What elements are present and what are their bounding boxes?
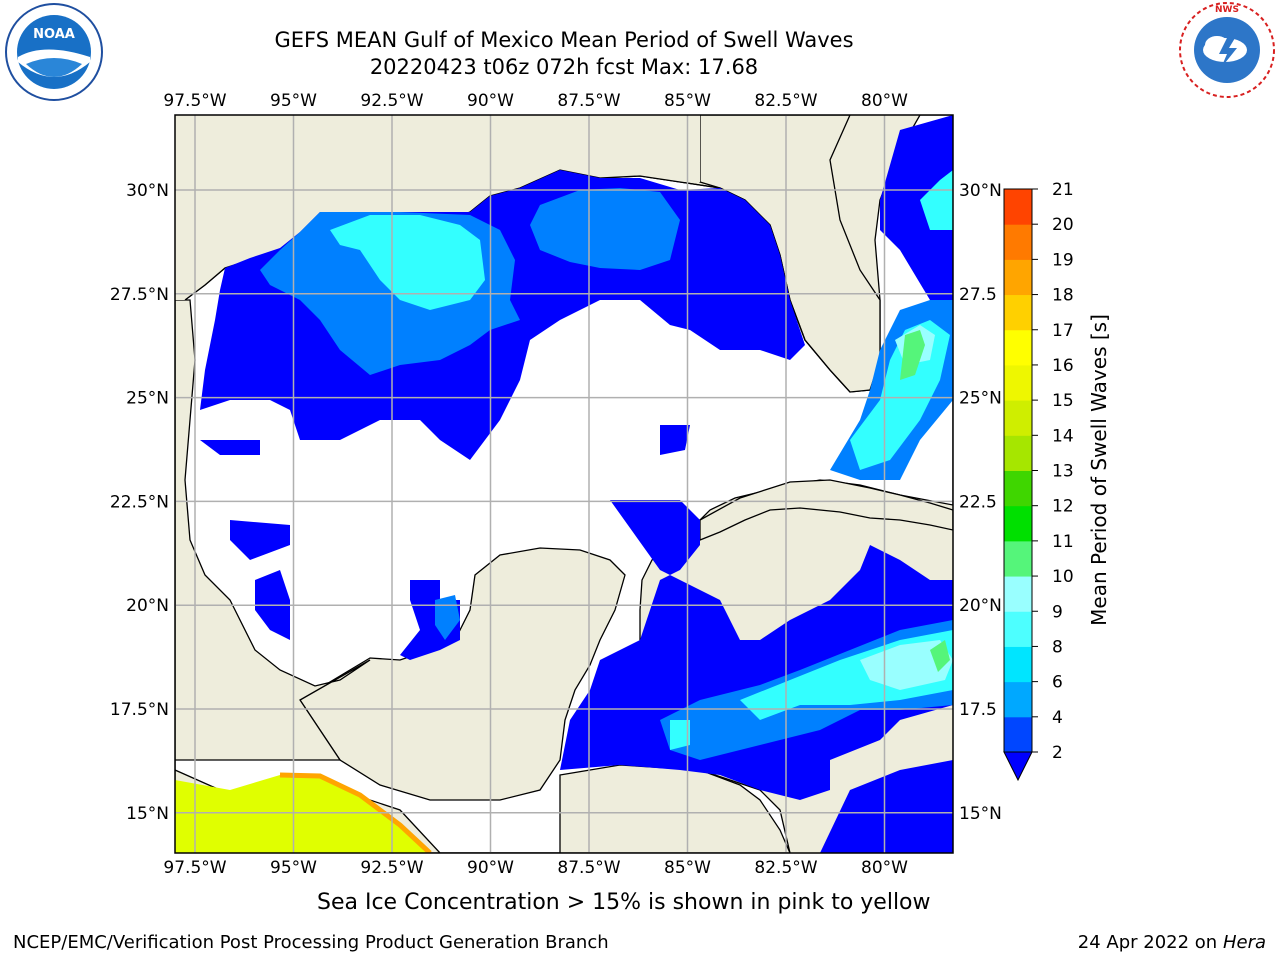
- lat-label-right: 30°N: [959, 181, 1002, 201]
- svg-text:NOAA: NOAA: [33, 27, 75, 42]
- noaa-logo: NOAA: [5, 3, 103, 101]
- mexico-land: [175, 299, 371, 761]
- lon-label-bottom: 87.5°W: [557, 858, 620, 878]
- colorbar-tick-label: 15: [1052, 391, 1074, 411]
- gridlines: [175, 115, 953, 853]
- lon-label-top: 92.5°W: [360, 91, 423, 111]
- lon-label-top: 97.5°W: [163, 91, 226, 111]
- lat-label-left: 20°N: [126, 596, 169, 616]
- colorbar-segment: [1004, 189, 1032, 225]
- lon-label-top: 95°W: [270, 91, 317, 111]
- colorbar-segment: [1004, 611, 1032, 647]
- lon-label-bottom: 80°W: [861, 858, 908, 878]
- chart-subtitle: 20220423 t06z 072h fcst Max: 17.68: [369, 55, 759, 79]
- lon-label-bottom: 97.5°W: [163, 858, 226, 878]
- lat-label-left: 27.5°N: [110, 285, 169, 305]
- svg-text:NWS: NWS: [1215, 5, 1239, 15]
- colorbar-segment: [1004, 329, 1032, 366]
- colorbar-tick-label: 2: [1052, 743, 1063, 763]
- colorbar-segment: [1004, 540, 1032, 577]
- colorbar-segment: [1004, 364, 1032, 401]
- lat-label-left: 17.5°N: [110, 700, 169, 720]
- colorbar-label: Mean Period of Swell Waves [s]: [1087, 314, 1111, 626]
- lat-label-right: 20°N: [959, 596, 1002, 616]
- colorbar-segment: [1004, 681, 1032, 718]
- colorbar-tick-label: 20: [1052, 215, 1074, 235]
- colorbar-segment: [1004, 505, 1032, 542]
- colorbar-tick-label: 8: [1052, 637, 1063, 657]
- map-frame: [174, 114, 954, 854]
- ice-yellow-region: [175, 775, 430, 853]
- colorbar-segment: [1004, 576, 1032, 612]
- lat-label-right: 22.5: [959, 492, 997, 512]
- colorbar-segment: [1004, 646, 1032, 683]
- colorbar-under-arrow: [1003, 751, 1033, 782]
- lat-label-right: 15°N: [959, 804, 1002, 824]
- colorbar-tick-label: 11: [1052, 532, 1074, 552]
- lat-label-left: 30°N: [126, 181, 169, 201]
- ice-orange-edge: [279, 772, 432, 853]
- lon-label-bottom: 82.5°W: [754, 858, 817, 878]
- yucatan-land: [299, 547, 626, 801]
- lon-label-bottom: 92.5°W: [360, 858, 423, 878]
- chart-title: GEFS MEAN Gulf of Mexico Mean Period of …: [274, 28, 854, 52]
- colorbar-segment: [1004, 716, 1032, 753]
- colorbar-tick-label: 21: [1052, 180, 1074, 200]
- tick-labels: 97.5°W 97.5°W 95°W 95°W 92.5°W 92.5°W 90°W 90°W…: [110, 91, 1002, 878]
- lon-label-bottom: 95°W: [270, 858, 317, 878]
- lat-label-right: 27.5: [959, 285, 997, 305]
- colorbar-tick-label: 13: [1052, 462, 1074, 482]
- caption: Sea Ice Concentration > 15% is shown in …: [317, 890, 931, 915]
- lon-label-top: 87.5°W: [557, 91, 620, 111]
- swell-shading-green: [900, 330, 950, 672]
- lat-label-left: 15°N: [126, 804, 169, 824]
- colorbar-segment: [1004, 224, 1032, 260]
- lat-label-right: 25°N: [959, 389, 1002, 409]
- colorbar-tick-label: 10: [1052, 567, 1074, 587]
- lon-label-top: 82.5°W: [754, 91, 817, 111]
- lon-label-top: 90°W: [467, 91, 514, 111]
- colorbar-tick-label: 17: [1052, 321, 1074, 341]
- lon-label-top: 80°W: [861, 91, 908, 111]
- colorbar-segment: [1004, 435, 1032, 471]
- nws-logo: NWS: [1179, 2, 1275, 98]
- colorbar-segment: [1004, 400, 1032, 436]
- colorbar-tick-label: 12: [1052, 497, 1074, 517]
- colorbar-tick-label: 4: [1052, 708, 1063, 728]
- colorbar-tick-label: 14: [1052, 426, 1074, 446]
- footer-credit: NCEP/EMC/Verification Post Processing Pr…: [13, 932, 609, 953]
- lon-label-bottom: 90°W: [467, 858, 514, 878]
- colorbar-tick-label: 18: [1052, 286, 1074, 306]
- footer-host: Hera: [1222, 932, 1266, 953]
- lon-label-top: 85°W: [664, 91, 711, 111]
- footer-date: 24 Apr 2022 on Hera: [1078, 932, 1266, 953]
- us-land: [175, 115, 700, 300]
- lat-label-right: 17.5: [959, 700, 997, 720]
- lat-label-left: 25°N: [126, 389, 169, 409]
- cuba-land: [699, 479, 953, 541]
- footer-date-text: 24 Apr 2022 on: [1077, 932, 1223, 953]
- colorbar: 2 4 6 8 9 10 11 12 13 14 15 16 17 18 19 20 21: [1003, 180, 1074, 782]
- colorbar-tick-label: 16: [1052, 356, 1074, 376]
- colorbar-segment: [1004, 470, 1032, 507]
- colorbar-segment: [1004, 259, 1032, 296]
- lat-label-left: 22.5°N: [110, 492, 169, 512]
- swell-shading-cyan: [330, 170, 953, 750]
- colorbar-tick-label: 9: [1052, 602, 1063, 622]
- lon-label-bottom: 85°W: [664, 858, 711, 878]
- colorbar-tick-label: 6: [1052, 673, 1063, 693]
- colorbar-tick-label: 19: [1052, 250, 1074, 270]
- colorbar-segment: [1004, 294, 1032, 331]
